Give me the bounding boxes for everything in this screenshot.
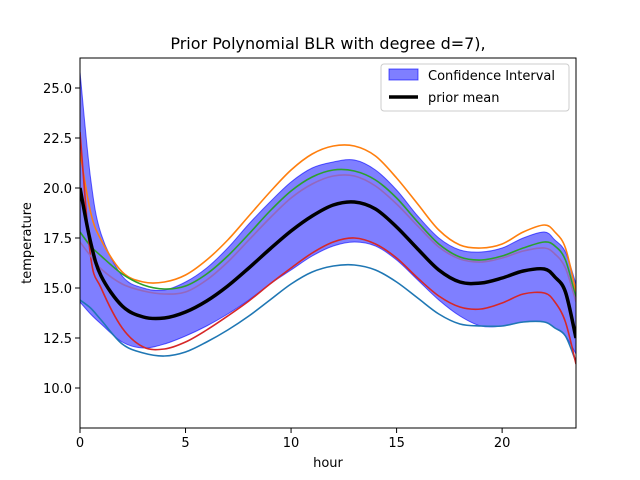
- sample-line-3: [80, 168, 576, 299]
- y-tick-label: 25.0: [43, 82, 72, 97]
- sample-line-2: [80, 144, 576, 293]
- x-tick-label: 10: [283, 436, 300, 451]
- plot-frame: [79, 57, 577, 429]
- sample-line-1: [80, 263, 576, 363]
- sample-line-4: [80, 131, 576, 365]
- legend-label-confidence-interval: Confidence Interval: [428, 69, 555, 84]
- y-tick-label: 20.0: [43, 182, 72, 197]
- y-axis-label: temperature: [20, 202, 35, 284]
- y-tick-label: 17.5: [43, 232, 72, 247]
- chart-title: Prior Polynomial BLR with degree d=7),: [170, 34, 485, 53]
- legend-swatch-confidence-interval: [388, 68, 419, 81]
- y-axis: 10.0 12.5 15.0 17.5 20.0 22.5 25.0: [43, 82, 80, 397]
- prior-mean-line: [80, 187, 576, 339]
- legend-label-prior-mean: prior mean: [428, 91, 500, 106]
- series-lines: [80, 131, 576, 365]
- sample-line-5: [80, 174, 576, 303]
- x-axis-label: hour: [313, 456, 343, 471]
- x-tick-label: 20: [494, 436, 511, 451]
- y-tick-label: 10.0: [43, 382, 72, 397]
- y-tick-label: 22.5: [43, 132, 72, 147]
- x-tick-label: 5: [181, 436, 189, 451]
- x-axis: 0 5 10 15 20: [76, 428, 511, 451]
- x-tick-label: 0: [76, 436, 84, 451]
- y-tick-label: 15.0: [43, 282, 72, 297]
- legend: Confidence Interval prior mean: [380, 63, 570, 112]
- legend-box: [380, 63, 570, 112]
- x-tick-label: 15: [388, 436, 405, 451]
- y-tick-label: 12.5: [43, 332, 72, 347]
